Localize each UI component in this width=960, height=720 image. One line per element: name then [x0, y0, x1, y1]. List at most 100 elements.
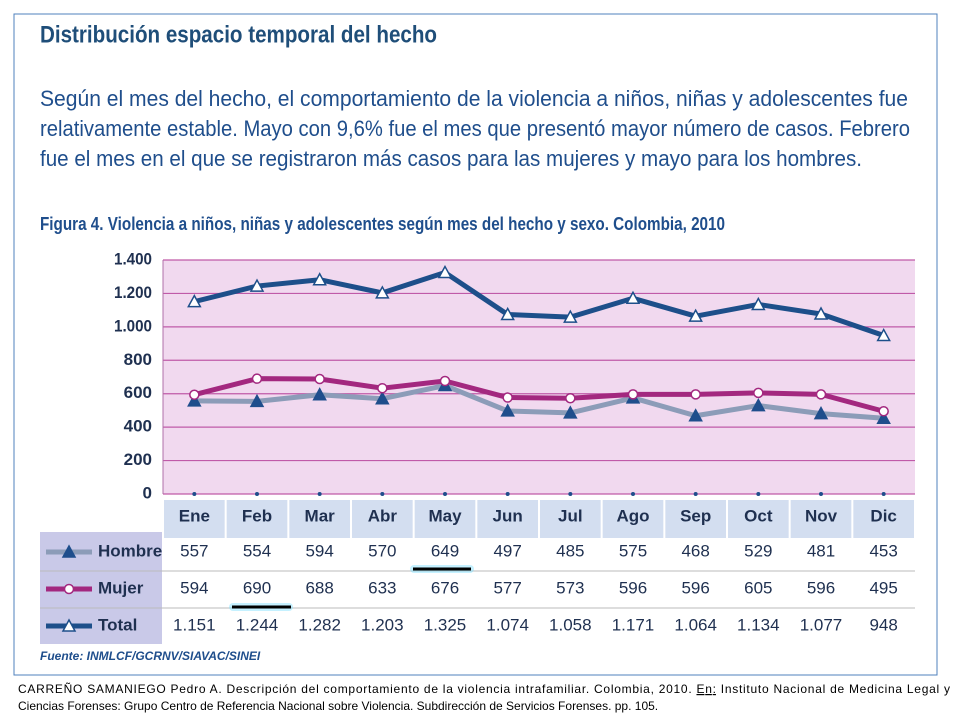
caption-text: Instituto Nacional de Medicina Legal y	[717, 682, 950, 696]
point	[690, 389, 701, 400]
table-cell: 1.282	[298, 615, 341, 634]
point	[377, 382, 388, 394]
point	[502, 392, 513, 403]
table-cell: 688	[305, 578, 333, 597]
x-tick-label: Oct	[744, 506, 773, 525]
x-tick-label: Jun	[493, 506, 523, 525]
point	[439, 375, 451, 387]
x-tick	[756, 492, 761, 496]
point	[878, 406, 889, 417]
point	[565, 392, 576, 404]
point	[627, 389, 639, 400]
table-cell: 453	[869, 541, 897, 560]
point	[876, 327, 891, 342]
table-cell: 594	[305, 541, 333, 560]
point	[751, 398, 766, 412]
table-cell: 1.064	[674, 615, 717, 634]
x-tick	[380, 492, 385, 496]
x-tick	[443, 492, 447, 496]
table-cell: 495	[869, 578, 897, 597]
y-tick-label: 1.400	[114, 249, 152, 268]
caption-text: CARREÑO SAMANIEGO Pedro A. Descripción d…	[18, 682, 696, 696]
series-line	[193, 270, 885, 338]
point	[688, 308, 703, 322]
table-cell: 529	[744, 541, 772, 560]
x-tick-label: May	[428, 506, 462, 525]
point	[876, 410, 891, 425]
caption-line: Ciencias Forenses: Grupo Centro de Refer…	[18, 699, 658, 713]
point	[563, 405, 578, 419]
point	[500, 403, 515, 417]
y-tick-label: 600	[124, 383, 152, 402]
point	[437, 264, 453, 279]
point	[625, 290, 641, 305]
x-tick	[881, 492, 886, 496]
table-cell: 1.058	[549, 615, 592, 634]
table-cell: 1.171	[612, 615, 655, 634]
table-cell: 573	[556, 578, 584, 597]
point	[813, 406, 829, 420]
x-tick-label: Abr	[368, 506, 398, 525]
x-tick	[568, 492, 573, 496]
y-tick-label: 1.000	[114, 316, 152, 335]
table-cell: 497	[493, 541, 521, 560]
table-cell: 649	[431, 541, 459, 560]
caption-underlined: En:	[696, 682, 715, 696]
y-tick-label: 800	[124, 350, 152, 369]
x-tick	[693, 492, 698, 496]
x-tick-label: Jul	[558, 506, 583, 525]
point	[249, 393, 265, 408]
y-tick-label: 0	[143, 483, 152, 502]
point	[314, 373, 325, 385]
legend-marker	[61, 618, 77, 632]
point	[375, 391, 390, 405]
paragraph-line: fue el mes en el que se registraron más …	[40, 146, 862, 171]
heading: Distribución espacio temporal del hecho	[40, 21, 437, 48]
legend-marker	[63, 583, 75, 595]
x-tick-label: Sep	[680, 506, 711, 525]
x-tick-label: Feb	[242, 506, 272, 525]
source: Fuente: INMLCF/GCRNV/SIAVAC/SINEI	[40, 649, 261, 663]
series-line	[194, 383, 884, 421]
table-cell: 596	[807, 578, 835, 597]
legend-label: Hombre	[98, 541, 162, 560]
point	[688, 408, 703, 422]
point	[251, 373, 263, 384]
point	[312, 387, 327, 401]
table-cell: 468	[681, 541, 709, 560]
table-cell: 1.151	[173, 615, 216, 634]
legend-label: Mujer	[98, 578, 144, 597]
x-tick	[631, 492, 635, 496]
table-cell: 481	[807, 541, 835, 560]
x-tick	[505, 492, 510, 496]
table-cell: 594	[180, 578, 208, 597]
table-cell: 676	[431, 578, 459, 597]
caption-line: CARREÑO SAMANIEGO Pedro A. Descripción d…	[18, 682, 950, 696]
point	[500, 306, 515, 321]
legend-marker	[61, 544, 77, 558]
table-cell: 948	[869, 615, 897, 634]
x-tick-label: Dic	[870, 506, 896, 525]
paragraph-line: Según el mes del hecho, el comportamient…	[40, 86, 908, 111]
table-cell: 596	[619, 578, 647, 597]
x-tick-label: Mar	[305, 506, 336, 525]
point	[753, 387, 764, 399]
point	[249, 278, 265, 292]
x-tick	[317, 492, 322, 496]
table-cell: 1.074	[486, 615, 529, 634]
table-cell: 575	[619, 541, 647, 560]
table-cell: 577	[493, 578, 521, 597]
y-tick-label: 200	[124, 450, 152, 469]
table-cell: 557	[180, 541, 208, 560]
table-cell: 605	[744, 578, 772, 597]
table-cell: 633	[368, 578, 396, 597]
point	[187, 294, 202, 308]
table-cell: 690	[243, 578, 271, 597]
point	[815, 389, 827, 400]
point	[375, 285, 390, 299]
point	[187, 393, 202, 407]
x-tick-label: Ene	[179, 506, 210, 525]
table-cell: 596	[681, 578, 709, 597]
table-cell: 1.203	[361, 615, 404, 634]
